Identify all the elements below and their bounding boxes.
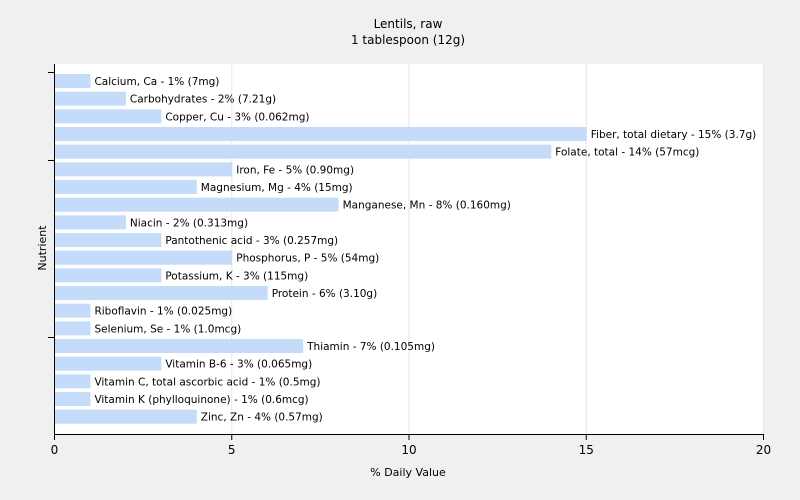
x-tick-label: 5	[228, 443, 236, 457]
bar-label: Copper, Cu - 3% (0.062mg)	[165, 111, 309, 123]
grid-lines	[54, 64, 764, 434]
bar-label: Carbohydrates - 2% (7.21g)	[130, 94, 276, 106]
bar-label: Riboflavin - 1% (0.025mg)	[94, 306, 232, 318]
bar	[55, 250, 233, 265]
bar-label: Niacin - 2% (0.313mg)	[130, 217, 248, 229]
bar	[55, 109, 162, 124]
bar-label: Magnesium, Mg - 4% (15mg)	[201, 182, 353, 194]
bar	[55, 356, 162, 371]
bar	[55, 339, 304, 354]
chart-subtitle: 1 tablespoon (12g)	[351, 33, 465, 47]
bar-label: Vitamin K (phylloquinone) - 1% (0.6mcg)	[94, 394, 308, 406]
bar	[55, 321, 91, 336]
bar	[55, 215, 126, 230]
bar-label: Calcium, Ca - 1% (7mg)	[94, 76, 219, 88]
bar	[55, 392, 91, 407]
bar-label: Vitamin C, total ascorbic acid - 1% (0.5…	[94, 376, 320, 388]
x-tick-label: 10	[401, 443, 416, 457]
bar-label: Protein - 6% (3.10g)	[272, 288, 378, 300]
bar	[55, 162, 233, 177]
bar	[55, 197, 339, 212]
bar	[55, 268, 162, 283]
bar-label: Pantothenic acid - 3% (0.257mg)	[165, 235, 338, 247]
bar	[55, 180, 197, 195]
bar-label: Vitamin B-6 - 3% (0.065mg)	[165, 359, 312, 371]
x-tick-label: 0	[51, 443, 59, 457]
bar-label: Thiamin - 7% (0.105mg)	[306, 341, 435, 353]
y-axis-title: Nutrient	[36, 225, 49, 271]
x-axis-title: % Daily Value	[370, 466, 446, 479]
bars: Calcium, Ca - 1% (7mg) Carbohydrates - 2%…	[55, 74, 756, 424]
bar-label: Fiber, total dietary - 15% (3.7g)	[591, 129, 756, 141]
bar-label: Iron, Fe - 5% (0.90mg)	[236, 164, 354, 176]
bar	[55, 374, 91, 389]
bar-label: Zinc, Zn - 4% (0.57mg)	[201, 412, 323, 424]
bar-label: Potassium, K - 3% (115mg)	[165, 270, 308, 282]
bar	[55, 286, 268, 301]
bar-label: Folate, total - 14% (57mcg)	[555, 147, 699, 159]
bar	[55, 303, 91, 318]
bar	[55, 144, 552, 159]
bar	[55, 233, 162, 248]
bar	[55, 127, 587, 142]
bar	[55, 74, 91, 88]
bar-label: Phosphorus, P - 5% (54mg)	[236, 253, 379, 265]
bar	[55, 91, 126, 106]
bar-label: Selenium, Se - 1% (1.0mcg)	[94, 323, 241, 335]
axes: 0 5 10 15 20	[48, 64, 771, 457]
bar-label: Manganese, Mn - 8% (0.160mg)	[343, 200, 511, 212]
x-tick-label: 20	[756, 443, 771, 457]
bar	[55, 409, 197, 424]
x-tick-label: 15	[579, 443, 594, 457]
chart-title: Lentils, raw	[374, 17, 443, 31]
